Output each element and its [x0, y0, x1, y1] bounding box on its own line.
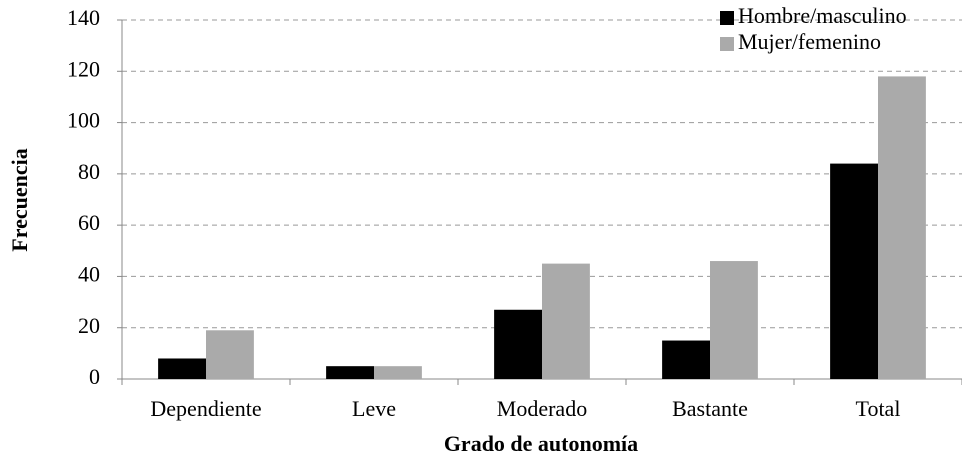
- bar: [710, 261, 758, 379]
- x-tick-label: Dependiente: [150, 396, 261, 421]
- bar: [830, 163, 878, 379]
- x-tick-label: Total: [856, 396, 901, 421]
- y-tick-label: 60: [78, 210, 100, 235]
- y-tick-label: 100: [67, 108, 100, 133]
- bar: [662, 340, 710, 379]
- bar: [326, 366, 374, 379]
- y-tick-label: 40: [78, 261, 100, 286]
- legend-swatch: [720, 37, 734, 51]
- x-tick-label: Leve: [352, 396, 396, 421]
- y-tick-label: 20: [78, 313, 100, 338]
- legend-label: Hombre/masculino: [738, 3, 907, 28]
- bar: [542, 263, 590, 379]
- legend-label: Mujer/femenino: [738, 29, 881, 54]
- bar: [374, 366, 422, 379]
- x-tick-label: Bastante: [672, 396, 748, 421]
- x-tick-label: Moderado: [497, 396, 587, 421]
- y-tick-label: 140: [67, 5, 100, 30]
- bar: [158, 358, 206, 379]
- legend-swatch: [720, 11, 734, 25]
- y-tick-label: 120: [67, 56, 100, 81]
- y-tick-label: 0: [89, 364, 100, 389]
- bar: [494, 309, 542, 379]
- bar: [878, 76, 926, 380]
- x-axis-title: Grado de autonomía: [444, 431, 638, 456]
- y-tick-label: 80: [78, 159, 100, 184]
- y-axis-title: Frecuencia: [7, 148, 32, 251]
- bar: [206, 330, 254, 379]
